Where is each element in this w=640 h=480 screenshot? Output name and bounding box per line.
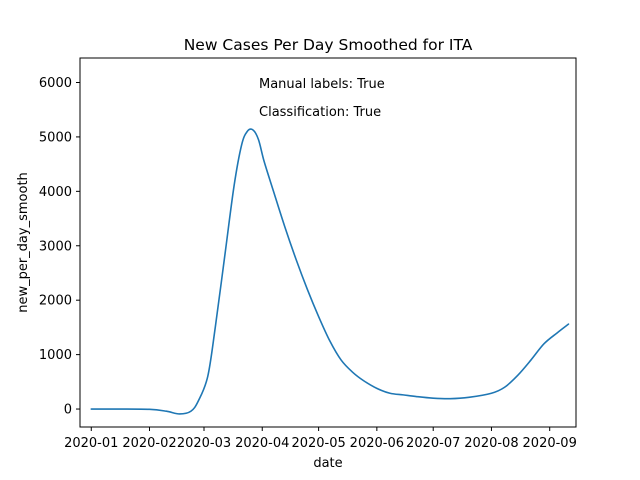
x-tick-label: 2020-08 — [464, 436, 518, 451]
series-line-0 — [90, 128, 570, 415]
x-tick-label: 2020-07 — [406, 436, 460, 451]
x-tick-label: 2020-06 — [350, 436, 404, 451]
y-tick-label: 1000 — [39, 348, 72, 363]
y-tick-label: 3000 — [39, 239, 72, 254]
x-tick-label: 2020-05 — [291, 436, 345, 451]
y-tick-label: 6000 — [39, 76, 72, 91]
x-tick-label: 2020-03 — [177, 436, 231, 451]
y-tick-label: 5000 — [39, 130, 72, 145]
x-axis-label: date — [313, 456, 342, 471]
plot-frame — [79, 57, 577, 428]
y-tick-label: 0 — [64, 403, 72, 418]
series-layer — [90, 128, 570, 415]
chart-title: New Cases Per Day Smoothed for ITA — [184, 36, 473, 54]
y-axis-label: new_per_day_smooth — [16, 172, 31, 313]
x-tick-label: 2020-09 — [523, 436, 577, 451]
y-tick-label: 2000 — [39, 294, 72, 309]
annotation-manual-labels: Manual labels: True — [259, 77, 385, 92]
x-tick-label: 2020-04 — [235, 436, 289, 451]
x-tick-label: 2020-01 — [64, 436, 118, 451]
y-axis: 0 1000 2000 3000 4000 5000 6000 — [39, 76, 80, 418]
x-axis: 2020-01 2020-02 2020-03 2020-04 2020-05 2020-… — [64, 427, 577, 451]
annotation-classification: Classification: True — [259, 105, 381, 120]
y-tick-label: 4000 — [39, 185, 72, 200]
x-tick-label: 2020-02 — [122, 436, 176, 451]
